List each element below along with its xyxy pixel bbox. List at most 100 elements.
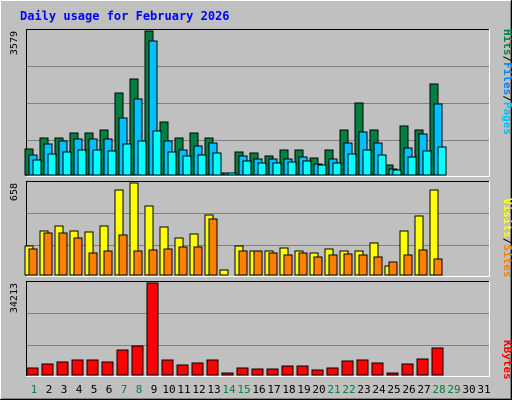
- bar-sites-day-28: [433, 258, 443, 276]
- x-tick-label: 8: [136, 383, 143, 396]
- x-tick-label: 23: [357, 383, 370, 396]
- bar-pages-day-7: [122, 143, 132, 176]
- bar-kbytes-day-21: [326, 367, 339, 376]
- bar-sites-day-19: [298, 252, 308, 276]
- bar-sites-day-3: [58, 232, 68, 276]
- x-tick-label: 22: [342, 383, 355, 396]
- legend-part: KBytes: [501, 340, 512, 380]
- bar-sites-day-6: [103, 250, 113, 276]
- bar-kbytes-day-25: [386, 372, 399, 376]
- legend-part: Sites: [501, 244, 512, 277]
- bar-sites-day-16: [253, 250, 263, 276]
- bar-pages-day-15: [242, 160, 252, 176]
- bar-kbytes-day-11: [176, 364, 189, 376]
- bar-kbytes-day-17: [266, 368, 279, 376]
- bar-kbytes-day-6: [101, 361, 114, 376]
- x-tick-label: 20: [312, 383, 325, 396]
- bar-pages-day-11: [182, 155, 192, 176]
- bar-pages-day-23: [362, 149, 372, 176]
- x-tick-label: 12: [192, 383, 205, 396]
- x-tick-label: 16: [252, 383, 265, 396]
- chart-panels: 3579 658 34213: [9, 29, 490, 377]
- bar-sites-day-24: [373, 256, 383, 276]
- legend-part: Files: [501, 62, 512, 95]
- bar-kbytes-day-9: [146, 282, 159, 376]
- right-axis-legend: KBytes: [501, 340, 512, 380]
- y-max-label: 3579: [9, 31, 20, 55]
- x-tick-label: 17: [267, 383, 280, 396]
- x-tick-label: 9: [151, 383, 158, 396]
- bar-kbytes-day-8: [131, 345, 144, 376]
- x-tick-label: 14: [222, 383, 236, 396]
- x-tick-label: 24: [372, 383, 386, 396]
- bar-sites-day-11: [178, 246, 188, 276]
- bar-sites-day-8: [133, 250, 143, 276]
- bar-pages-day-22: [347, 153, 357, 176]
- bar-pages-day-2: [47, 153, 57, 176]
- bar-sites-day-26: [403, 254, 413, 276]
- bar-kbytes-day-18: [281, 365, 294, 376]
- x-tick-label: 4: [76, 383, 83, 396]
- bar-sites-day-21: [328, 254, 338, 276]
- x-tick-label: 29: [447, 383, 460, 396]
- x-tick-label: 11: [177, 383, 190, 396]
- panel-hits-files-pages: 3579: [9, 29, 490, 177]
- x-tick-label: 18: [282, 383, 295, 396]
- x-tick-label: 28: [432, 383, 445, 396]
- bar-sites-day-23: [358, 254, 368, 276]
- bar-sites-day-2: [43, 232, 53, 276]
- bar-kbytes-day-12: [191, 362, 204, 376]
- bar-pages-day-19: [302, 160, 312, 176]
- bar-sites-day-5: [88, 252, 98, 276]
- bar-pages-day-21: [332, 162, 342, 176]
- x-tick-label: 6: [106, 383, 113, 396]
- y-max-label: 34213: [9, 283, 20, 313]
- chart-title: Daily usage for February 2026: [20, 9, 230, 23]
- x-tick-label: 27: [417, 383, 430, 396]
- bar-pages-day-16: [257, 162, 267, 176]
- x-tick-label: 30: [462, 383, 475, 396]
- bar-pages-day-26: [407, 156, 417, 176]
- panel-visits-sites: 658: [9, 181, 490, 277]
- bar-pages-day-24: [377, 154, 387, 176]
- bar-kbytes-day-3: [56, 361, 69, 376]
- bar-sites-day-1: [28, 248, 38, 276]
- bar-sites-day-20: [313, 256, 323, 276]
- x-tick-label: 21: [327, 383, 340, 396]
- bar-kbytes-day-22: [341, 360, 354, 376]
- legend-part: Pages: [501, 102, 512, 135]
- x-tick-label: 26: [402, 383, 415, 396]
- bar-sites-day-17: [268, 252, 278, 276]
- bar-sites-day-9: [148, 249, 158, 276]
- x-tick-label: 31: [477, 383, 490, 396]
- bar-pages-day-8: [137, 140, 147, 176]
- bar-pages-day-25: [392, 169, 402, 176]
- right-axis-legend: Visits/Sites: [501, 198, 512, 278]
- y-max-label: 658: [9, 183, 20, 201]
- bar-pages-day-4: [77, 149, 87, 176]
- legend-part: /: [501, 238, 512, 245]
- x-tick-label: 10: [162, 383, 175, 396]
- x-tick-label: 7: [121, 383, 128, 396]
- x-tick-label: 15: [237, 383, 250, 396]
- bar-sites-day-15: [238, 250, 248, 276]
- x-tick-label: 5: [91, 383, 98, 396]
- bar-kbytes-day-24: [371, 362, 384, 376]
- bar-kbytes-day-28: [431, 347, 444, 376]
- bar-kbytes-day-20: [311, 369, 324, 376]
- legend-part: /: [501, 95, 512, 102]
- bar-kbytes-day-13: [206, 359, 219, 376]
- bar-kbytes-day-23: [356, 359, 369, 376]
- legend-part: Visits: [501, 198, 512, 238]
- bar-pages-day-5: [92, 149, 102, 176]
- bar-kbytes-day-16: [251, 368, 264, 376]
- bar-sites-day-22: [343, 253, 353, 276]
- bar-kbytes-day-5: [86, 359, 99, 376]
- bar-pages-day-18: [287, 161, 297, 176]
- bar-kbytes-day-10: [161, 359, 174, 376]
- bar-sites-day-27: [418, 249, 428, 276]
- bar-sites-day-13: [208, 218, 218, 276]
- x-tick-label: 25: [387, 383, 400, 396]
